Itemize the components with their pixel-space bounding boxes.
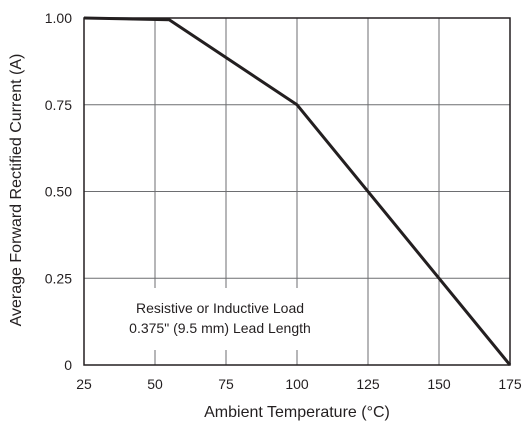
x-tick-label: 25 [76, 376, 92, 392]
x-tick-label: 75 [218, 376, 234, 392]
x-tick-label: 125 [356, 376, 380, 392]
series-layer [83, 16, 512, 366]
derating-curve [83, 16, 512, 366]
x-tick-label: 50 [147, 376, 163, 392]
plot-frame [83, 17, 511, 366]
tick-labels: 25 50 75 100 125 150 175 0 0.25 0.50 0.75 1.00 [45, 10, 522, 392]
y-tick-label: 0.50 [45, 184, 72, 200]
x-tick-label: 150 [427, 376, 451, 392]
grid-layer [84, 18, 510, 365]
x-axis-title: Ambient Temperature (°C) [204, 404, 390, 421]
y-tick-label: 0.75 [45, 97, 72, 113]
annotation-line-2: 0.375" (9.5 mm) Lead Length [129, 320, 311, 336]
x-tick-label: 175 [498, 376, 522, 392]
y-tick-label: 1.00 [45, 10, 72, 26]
y-tick-label: 0.25 [45, 270, 72, 286]
annotation-line-1: Resistive or Inductive Load [136, 300, 304, 316]
x-tick-label: 100 [285, 376, 309, 392]
annotation-backdrop [112, 288, 328, 350]
y-axis-title: Average Forward Rectified Current (A) [8, 54, 25, 327]
y-tick-label: 0 [64, 357, 72, 373]
plot-border [83, 17, 511, 366]
